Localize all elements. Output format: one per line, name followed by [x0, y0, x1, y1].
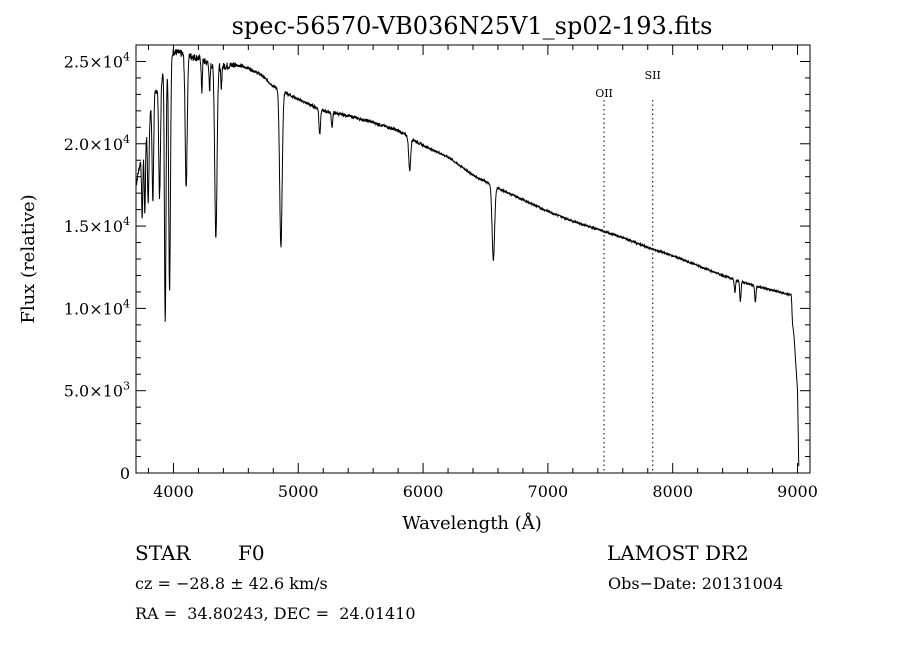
x-tick-label: 9000: [777, 482, 818, 501]
y-axis-label: Flux (relative): [18, 194, 39, 323]
x-tick-label: 5000: [278, 482, 319, 501]
y-tick-label: 2.0×104: [64, 133, 130, 154]
x-axis: 4000 5000 6000 7000 8000 9000: [147, 45, 818, 501]
reference-line-label: SII: [645, 69, 661, 82]
reference-lines: OII SII: [595, 69, 661, 473]
x-tick-label: 7000: [528, 482, 569, 501]
y-tick-label: 1.0×104: [64, 297, 130, 318]
x-axis-label: Wavelength (Å): [402, 512, 542, 534]
y-tick-label: 5.0×103: [64, 380, 130, 401]
object-class: STAR: [135, 541, 191, 565]
object-subclass: F0: [238, 541, 265, 565]
x-tick-label: 6000: [403, 482, 444, 501]
velocity-readout: cz = −28.8 ± 42.6 km/s: [135, 574, 328, 593]
survey-name: LAMOST DR2: [607, 541, 749, 565]
x-tick-label: 4000: [153, 482, 194, 501]
chart-title: spec-56570-VB036N25V1_sp02-193.fits: [232, 12, 713, 40]
reference-line-label: OII: [595, 87, 613, 100]
spectrum-series-line: [135, 49, 800, 467]
y-tick-label: 0: [120, 464, 130, 483]
coordinates-readout: RA = 34.80243, DEC = 24.01410: [135, 604, 416, 623]
observation-date: Obs−Date: 20131004: [608, 574, 784, 593]
x-tick-label: 8000: [652, 482, 693, 501]
y-tick-label: 1.5×104: [64, 215, 130, 236]
plot-frame: [135, 44, 811, 474]
y-tick-label: 2.5×104: [64, 50, 130, 71]
y-axis: 0 5.0×103 1.0×104 1.5×104 2.0×104 2.5×104: [64, 44, 810, 483]
